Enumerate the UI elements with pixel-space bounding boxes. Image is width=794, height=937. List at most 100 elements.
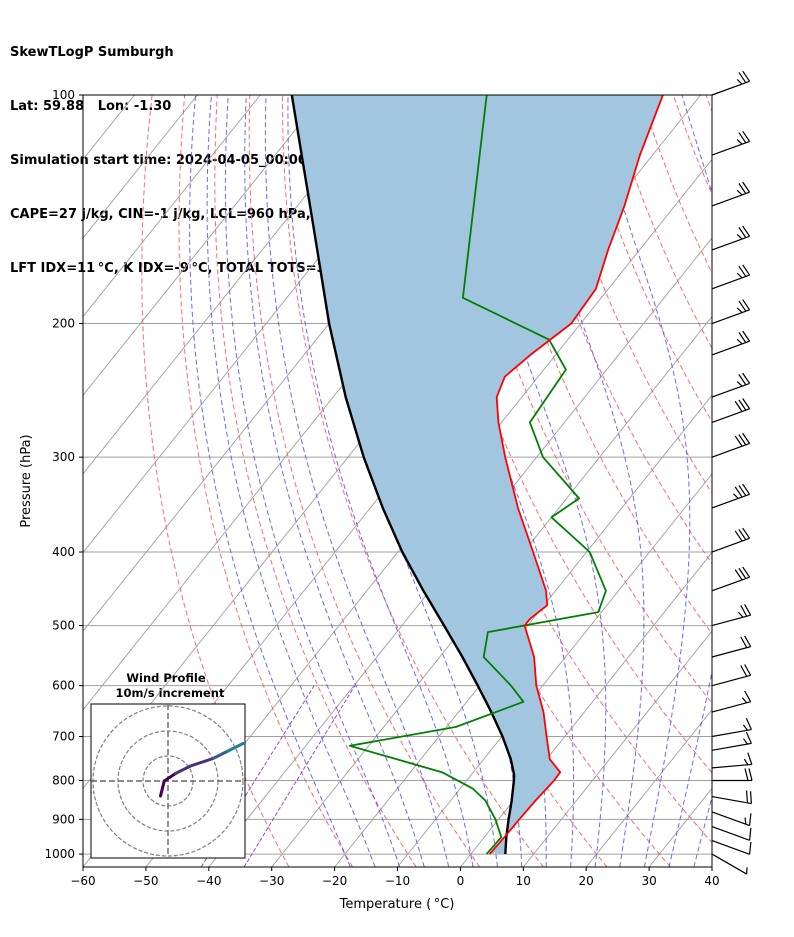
wind-barb-half — [742, 738, 748, 745]
wind-barb-shaft — [711, 728, 752, 738]
isotherm — [522, 630, 712, 867]
wind-barb-shaft — [711, 853, 747, 875]
cape-area — [291, 95, 663, 855]
wind-barb-full — [742, 566, 751, 578]
wind-barb-full — [744, 690, 752, 702]
y-tick-label: 100 — [52, 88, 75, 102]
wind-barb-full — [738, 374, 747, 386]
wind-barb-shaft — [711, 140, 750, 156]
x-tick-label: 40 — [704, 874, 719, 888]
x-tick-label: −40 — [196, 874, 221, 888]
dry-adiabat — [248, 95, 481, 867]
wind-barb-full — [744, 635, 752, 647]
wind-barb-full — [734, 486, 743, 498]
wind-barb — [711, 604, 752, 627]
wind-barb-half — [743, 758, 749, 766]
wind-barb-full — [740, 665, 748, 677]
wind-barb-half — [742, 724, 748, 731]
hodograph-segment — [162, 772, 177, 783]
hodograph-segment — [174, 764, 192, 775]
dry-adiabat — [281, 95, 544, 867]
wind-barb-full — [744, 768, 749, 781]
wind-barb-half — [736, 79, 743, 85]
wind-barb-shaft — [711, 826, 750, 841]
moist-adiabat — [224, 95, 401, 867]
wind-barb — [711, 130, 751, 156]
wind-barb — [711, 372, 751, 398]
wind-barbs — [711, 70, 753, 875]
wind-barb-full — [738, 567, 747, 579]
wind-barb — [711, 840, 752, 855]
y-axis-label: Pressure (hPa) — [19, 434, 34, 527]
wind-barb-shaft — [711, 701, 751, 713]
dry-adiabat — [542, 95, 712, 494]
isotherm — [585, 709, 712, 867]
dry-adiabat — [640, 95, 712, 274]
x-tick-label: 10 — [516, 874, 531, 888]
wind-barb-full — [738, 265, 747, 277]
mixing-ratio-line — [200, 685, 315, 867]
hodograph-segment — [211, 749, 230, 760]
wind-barb — [711, 664, 752, 687]
wind-barb-full — [742, 299, 751, 311]
isotherm — [83, 95, 261, 318]
wind-barb — [711, 566, 751, 592]
isotherm — [83, 95, 387, 475]
isotherm — [397, 473, 712, 867]
x-tick-label: −60 — [70, 874, 95, 888]
wind-barb-shaft — [711, 442, 750, 458]
wind-barb-shaft — [711, 840, 750, 855]
hodograph-segment — [348, 706, 356, 721]
wind-barb — [711, 853, 748, 875]
isotherm — [460, 551, 712, 867]
wind-barb — [711, 790, 752, 805]
wind-barb — [711, 635, 752, 658]
wind-barb-half — [736, 338, 743, 345]
wind-barb-shaft — [711, 742, 752, 751]
x-tick-label: 30 — [641, 874, 656, 888]
temperature-line — [488, 95, 664, 855]
wind-barb-full — [742, 372, 751, 384]
wind-barb-half — [736, 189, 743, 196]
wind-barb-full — [738, 300, 747, 312]
moist-adiabat — [693, 794, 712, 867]
parcel-profile-line — [290, 95, 516, 855]
wind-barb-full — [748, 841, 752, 855]
hodograph-segment — [189, 757, 215, 768]
wind-barb-shaft — [711, 309, 750, 325]
isotherm — [711, 866, 712, 867]
wind-barb-half — [736, 307, 743, 313]
wind-barb-half — [738, 611, 744, 618]
wind-barb — [711, 225, 751, 251]
wind-barb-shaft — [711, 340, 750, 356]
x-tick-label: 20 — [579, 874, 594, 888]
dry-adiabat — [178, 95, 353, 867]
x-tick-label: −50 — [133, 874, 158, 888]
wind-barb-half — [736, 381, 743, 387]
moist-adiabat — [206, 95, 376, 867]
station-coordinates: Lat: 59.88 Lon: -1.30 — [10, 99, 172, 114]
dry-adiabat — [214, 95, 417, 867]
wind-barb-shaft — [711, 796, 752, 805]
wind-barb-full — [742, 483, 751, 495]
dewpoint-line — [348, 95, 607, 855]
moist-adiabat — [264, 95, 450, 867]
dry-adiabat — [771, 95, 794, 867]
dry-adiabat — [444, 95, 712, 704]
wind-barb-full — [742, 264, 751, 276]
wind-barb-full — [738, 529, 747, 541]
wind-barb-shaft — [711, 763, 752, 769]
wind-barb — [711, 483, 751, 509]
wind-barb-full — [738, 132, 747, 144]
wind-barb-full — [738, 399, 747, 411]
wind-barb-full — [738, 183, 747, 194]
wind-barb-shaft — [711, 382, 750, 398]
dry-adiabat — [141, 95, 290, 867]
wind-barb-shaft — [711, 408, 750, 423]
moist-adiabat — [668, 95, 712, 867]
hodograph-segment — [281, 721, 311, 729]
moist-adiabat — [518, 95, 645, 867]
wind-barb-shaft — [711, 537, 750, 553]
hodograph-segment — [159, 779, 166, 798]
